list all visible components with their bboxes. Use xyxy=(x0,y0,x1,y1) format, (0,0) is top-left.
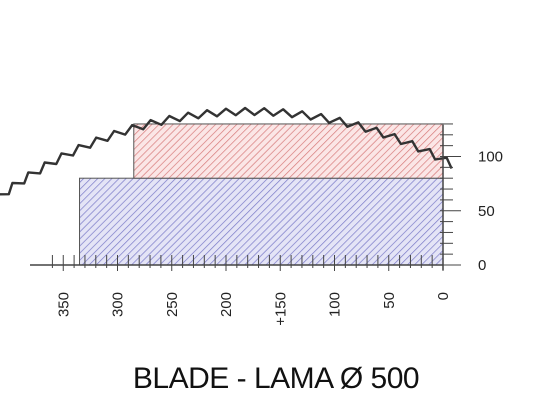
y-tick-label: 50 xyxy=(478,203,495,220)
cut-zone-1 xyxy=(79,177,444,266)
x-axis-ticks: 350 300 250 200 +150 100 50 0 xyxy=(51,255,452,326)
cut-zones xyxy=(79,123,444,266)
y-tick-label: 0 xyxy=(478,257,486,274)
x-tick-label: +150 xyxy=(272,292,289,326)
x-tick-label: 200 xyxy=(218,292,235,317)
x-tick-label: 100 xyxy=(327,292,344,317)
x-tick-label: 250 xyxy=(164,292,181,317)
blade-teeth xyxy=(0,106,453,196)
cut-zone-2 xyxy=(133,123,444,179)
y-tick-label: 100 xyxy=(478,149,503,166)
x-tick-label: 50 xyxy=(381,292,398,309)
x-tick-label: 0 xyxy=(435,292,452,300)
diagram-caption: BLADE - LAMA Ø 500 xyxy=(132,362,420,395)
saw-blade xyxy=(0,106,453,196)
y-axis-ticks: 100 50 0 xyxy=(440,123,503,274)
x-tick-label: 300 xyxy=(110,292,127,317)
x-tick-label: 350 xyxy=(55,292,72,317)
